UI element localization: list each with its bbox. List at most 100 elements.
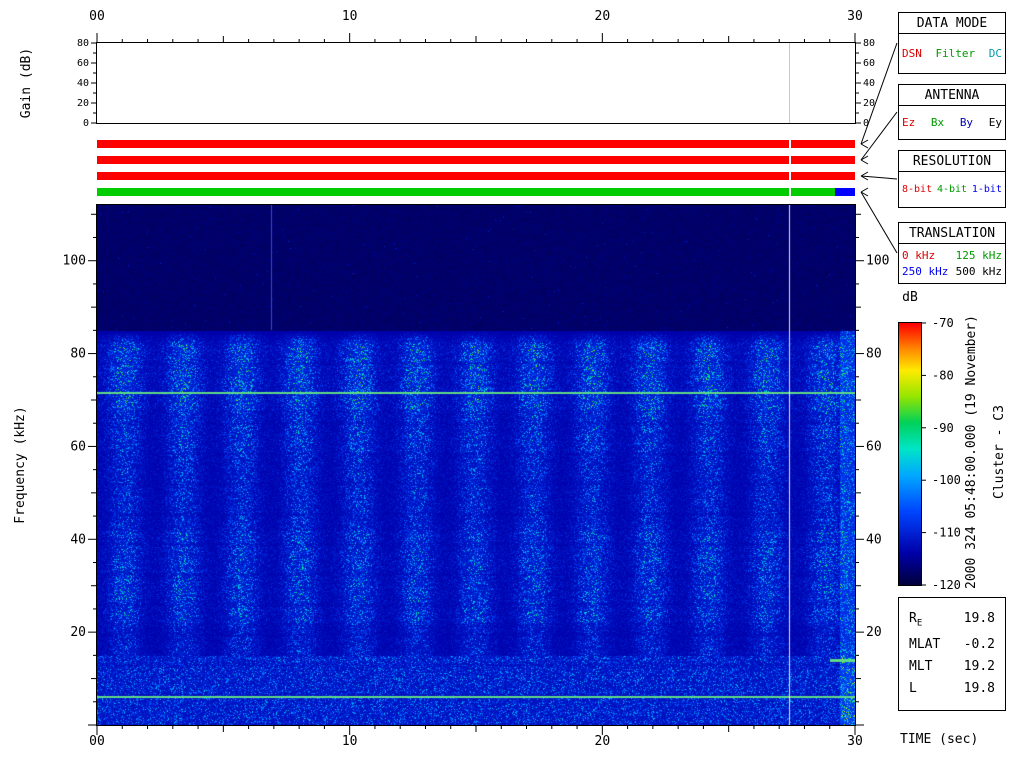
freq-tick-label: 40 xyxy=(866,532,882,547)
translation-box: TRANSLATION 0 kHz 125 kHz 250 kHz 500 kHz xyxy=(898,222,1006,284)
option-by: By xyxy=(959,116,974,129)
antenna-title: ANTENNA xyxy=(899,85,1005,106)
translation-option-row: 250 kHz 500 kHz xyxy=(902,265,1002,278)
ephemeris-box: RE 19.8 MLAT -0.2 MLT 19.2 L 19.8 xyxy=(898,597,1006,711)
colorbar xyxy=(898,322,922,586)
gain-tick-label: 40 xyxy=(863,78,875,89)
frequency-axis-label: Frequency (kHz) xyxy=(13,406,28,524)
ephemeris-value: -0.2 xyxy=(963,636,995,652)
ephemeris-row: MLAT -0.2 xyxy=(909,637,995,652)
freq-tick-label: 100 xyxy=(866,254,889,269)
antenna-box: ANTENNA Ez Bx By Ey xyxy=(898,84,1006,140)
colorbar-tick-label: -70 xyxy=(932,316,954,330)
freq-tick-label: 60 xyxy=(70,439,86,454)
axis-tick xyxy=(860,155,869,161)
option-ey: Ey xyxy=(988,116,1002,129)
ephemeris-row: L 19.8 xyxy=(909,681,995,696)
colorbar-tick-label: -110 xyxy=(932,526,961,540)
ephemeris-label: L xyxy=(909,681,917,697)
axis-tick xyxy=(860,159,869,165)
colorbar-units-label: dB xyxy=(902,290,918,305)
gain-axis-label: Gain (dB) xyxy=(19,47,34,119)
option-ez: Ez xyxy=(902,116,916,129)
freq-tick-label: 40 xyxy=(70,532,86,547)
resolution-box: RESOLUTION 8-bit 4-bit 1-bit xyxy=(898,150,1006,208)
ephemeris-value: 19.8 xyxy=(963,611,995,627)
gap-marker xyxy=(789,188,792,196)
option-250-khz: 250 kHz xyxy=(902,265,949,278)
resolution-option-row: 8-bit 4-bit 1-bit xyxy=(902,184,1002,195)
option-dc: DC xyxy=(988,47,1002,60)
gain-tick-label: 20 xyxy=(77,98,89,109)
colorbar-tick-label: -120 xyxy=(932,578,961,592)
antenna-bar xyxy=(97,156,855,164)
bar-segment xyxy=(97,188,835,196)
colorbar-tick-label: -90 xyxy=(932,421,954,435)
translation-bar xyxy=(97,188,855,196)
time-tick-label: 10 xyxy=(342,9,358,24)
data-mode-box: DATA MODE DSN Filter DC xyxy=(898,12,1006,74)
axis-tick xyxy=(860,175,898,180)
freq-tick-label: 100 xyxy=(63,254,86,269)
freq-tick-label: 80 xyxy=(70,347,86,362)
antenna-options: Ez Bx By Ey xyxy=(899,106,1005,139)
resolution-options: 8-bit 4-bit 1-bit xyxy=(899,172,1005,207)
ephemeris-row: MLT 19.2 xyxy=(909,659,995,674)
gain-tick-label: 40 xyxy=(77,78,89,89)
time-tick-label: 10 xyxy=(342,734,358,749)
data-mode-options: DSN Filter DC xyxy=(899,34,1005,73)
bar-segment xyxy=(834,188,855,196)
data-mode-option-row: DSN Filter DC xyxy=(902,47,1002,60)
ephemeris-label: MLT xyxy=(909,659,933,674)
translation-options: 0 kHz 125 kHz 250 kHz 500 kHz xyxy=(899,244,1005,283)
time-tick-label: 20 xyxy=(595,734,611,749)
gap-marker xyxy=(789,156,792,164)
bar-segment xyxy=(97,140,855,148)
option-125-khz: 125 kHz xyxy=(955,249,1002,262)
antenna-option-row: Ez Bx By Ey xyxy=(902,116,1002,129)
gain-tick-label: 60 xyxy=(863,58,875,69)
option-0-khz: 0 kHz xyxy=(902,249,936,262)
spectrogram-canvas xyxy=(97,205,855,725)
option-dsn: DSN xyxy=(902,47,922,60)
translation-title: TRANSLATION xyxy=(899,223,1005,244)
freq-tick-label: 20 xyxy=(70,625,86,640)
axis-tick xyxy=(860,171,869,177)
axis-tick xyxy=(860,139,869,145)
gain-tick-label: 0 xyxy=(863,118,869,129)
colorbar-tick-label: -100 xyxy=(932,473,961,487)
resolution-bar xyxy=(97,172,855,180)
colorbar-tick-label: -80 xyxy=(932,368,954,382)
spectrogram-panel xyxy=(96,204,856,726)
time-tick-label: 30 xyxy=(847,9,863,24)
option-filter: Filter xyxy=(935,47,976,60)
axis-tick xyxy=(860,111,898,161)
ephemeris-value: 19.8 xyxy=(963,681,995,697)
axis-tick xyxy=(860,42,898,145)
gain-tick-label: 80 xyxy=(863,38,875,49)
freq-tick-label: 60 xyxy=(866,439,882,454)
axis-tick xyxy=(860,143,869,149)
time-axis-label: TIME (sec) xyxy=(900,732,979,747)
option-1-bit: 1-bit xyxy=(971,184,1002,195)
gain-tick-label: 20 xyxy=(863,98,875,109)
axis-tick xyxy=(860,187,869,193)
data-mode-title: DATA MODE xyxy=(899,13,1005,34)
gain-tick-label: 0 xyxy=(83,118,89,129)
spacecraft-label: Cluster - C3 xyxy=(992,405,1007,499)
freq-tick-label: 80 xyxy=(866,347,882,362)
option-4-bit: 4-bit xyxy=(936,184,968,195)
bar-segment xyxy=(97,156,855,164)
ephemeris-label: MLAT xyxy=(909,636,941,652)
time-tick-label: 30 xyxy=(847,734,863,749)
bar-segment xyxy=(97,172,855,180)
data-mode-bar xyxy=(97,140,855,148)
ephemeris-value: 19.2 xyxy=(963,659,995,674)
ephemeris-row: RE 19.8 xyxy=(909,611,995,629)
freq-tick-label: 20 xyxy=(866,625,882,640)
option-bx: Bx xyxy=(930,116,945,129)
timestamp-label: 2000 324 05:48:00.000 (19 November) xyxy=(964,315,979,589)
axis-tick xyxy=(860,191,898,254)
option-8-bit: 8-bit xyxy=(902,184,933,195)
